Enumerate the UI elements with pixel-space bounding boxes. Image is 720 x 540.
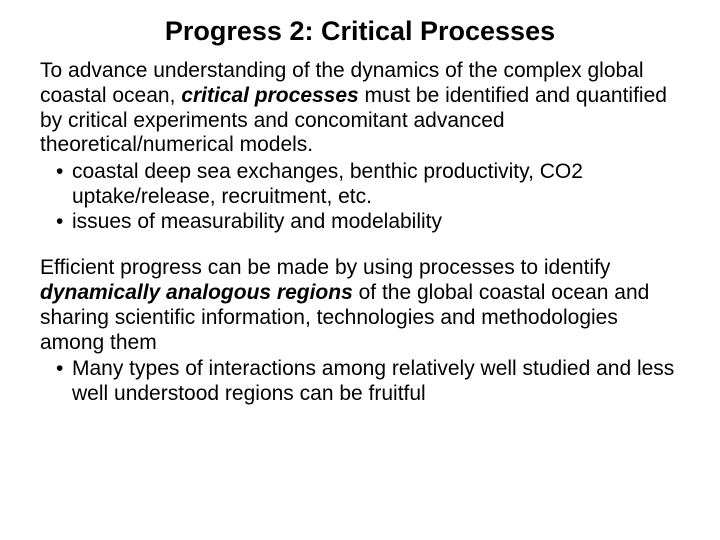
list-item: Many types of interactions among relativ… xyxy=(56,357,680,407)
bullet-list-2: Many types of interactions among relativ… xyxy=(40,357,680,407)
list-item: coastal deep sea exchanges, benthic prod… xyxy=(56,160,680,210)
bullet-3-text: Many types of interactions among relativ… xyxy=(72,357,674,405)
slide-title: Progress 2: Critical Processes xyxy=(40,16,680,47)
paragraph-2-emphasis: dynamically analogous regions xyxy=(40,281,353,304)
paragraph-1: To advance understanding of the dynamics… xyxy=(40,59,680,158)
slide: Progress 2: Critical Processes To advanc… xyxy=(0,0,720,540)
bullet-1-text: coastal deep sea exchanges, benthic prod… xyxy=(72,160,583,208)
bullet-2-text: issues of measurability and modelability xyxy=(72,210,442,233)
bullet-list-1: coastal deep sea exchanges, benthic prod… xyxy=(40,160,680,234)
paragraph-2: Efficient progress can be made by using … xyxy=(40,256,680,355)
paragraph-1-emphasis: critical processes xyxy=(181,84,358,107)
list-item: issues of measurability and modelability xyxy=(56,210,680,235)
paragraph-2-lead: Efficient progress can be made by using … xyxy=(40,256,610,279)
